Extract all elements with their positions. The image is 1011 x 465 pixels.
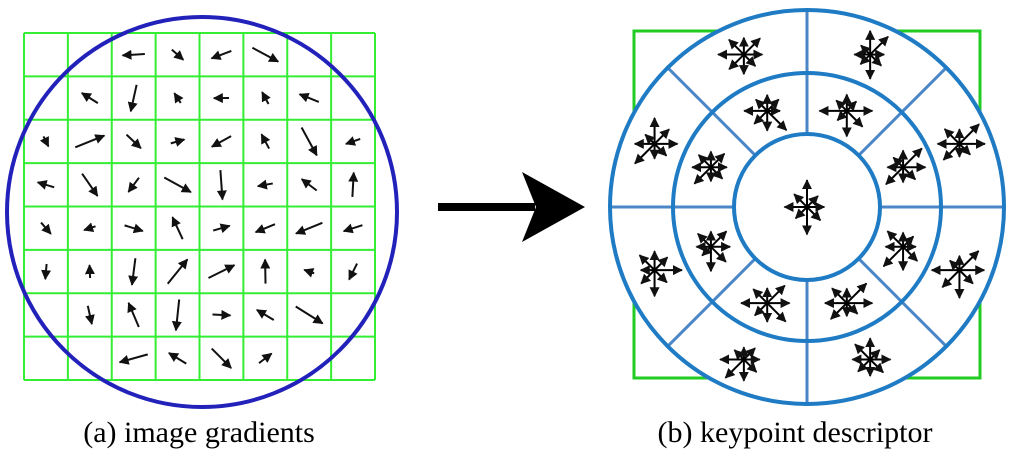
orientation-histograms <box>633 29 986 382</box>
gradient-arrow <box>260 133 271 150</box>
orientation-histogram <box>695 230 732 273</box>
keypoint-descriptor-panel <box>608 8 1006 406</box>
gradient-arrow <box>171 48 185 61</box>
gradient-arrow <box>80 92 99 104</box>
gradient-arrow <box>261 91 271 105</box>
orientation-histogram <box>717 36 764 76</box>
gradient-arrow <box>210 135 232 148</box>
gradient-arrow <box>166 258 189 285</box>
gradient-arrow <box>251 46 280 63</box>
inner-spoke <box>857 257 903 303</box>
gradient-arrow <box>254 223 276 234</box>
outer-spoke <box>666 300 714 348</box>
gradient-arrow <box>212 223 231 234</box>
caption-image-gradients: (a) image gradients <box>83 416 315 449</box>
inner-spoke <box>711 257 757 303</box>
outer-spoke <box>666 66 714 114</box>
gradient-arrow <box>170 137 186 147</box>
gradient-arrow <box>256 179 273 190</box>
caption-keypoint-descriptor: (b) keypoint descriptor <box>657 416 933 449</box>
orientation-histogram <box>740 284 791 323</box>
gradient-arrow <box>342 223 363 234</box>
gradient-arrow <box>118 353 149 365</box>
gradient-arrow <box>348 263 358 281</box>
gradient-arrow <box>295 305 324 325</box>
gradient-arrows <box>36 46 363 369</box>
gradient-arrow <box>83 222 96 233</box>
gradient-arrow <box>212 309 232 320</box>
gradient-arrow <box>295 221 323 235</box>
orientation-histogram <box>885 147 927 185</box>
image-gradients-panel <box>5 15 399 409</box>
orientation-histogram <box>882 230 918 272</box>
outer-spoke <box>900 300 948 348</box>
gradient-arrow <box>127 84 138 113</box>
gradient-arrow <box>41 263 52 281</box>
gradient-arrow <box>210 50 232 60</box>
gradient-arrow <box>84 264 95 279</box>
gradient-arrow <box>163 176 192 193</box>
gradient-arrow <box>127 301 140 328</box>
outer-ring <box>608 8 1006 406</box>
orientation-histogram <box>851 337 892 378</box>
gradient-arrow <box>127 177 140 193</box>
gradient-arrow <box>216 170 227 201</box>
gradient-arrow <box>255 309 275 321</box>
gradient-arrow <box>39 136 50 148</box>
gradient-arrow <box>211 347 232 369</box>
gradient-arrow <box>303 268 315 278</box>
gradient-arrow <box>128 258 139 286</box>
gradient-arrow <box>171 299 182 332</box>
gradient-arrow <box>300 127 318 157</box>
orientation-histogram <box>818 93 874 138</box>
gradient-arrow <box>81 173 99 197</box>
gradient-arrow <box>171 216 184 240</box>
gradient-arrow <box>74 134 106 149</box>
gradient-arrow <box>125 133 142 149</box>
pixel-grid <box>23 32 376 381</box>
gradient-arrow <box>298 92 320 103</box>
orientation-histogram <box>853 29 889 80</box>
orientation-histogram <box>638 250 683 298</box>
gradient-arrow <box>168 352 187 365</box>
gradient-arrow <box>208 264 236 279</box>
orientation-histogram <box>691 150 728 185</box>
gradient-arrow <box>258 352 273 364</box>
gradient-arrow <box>344 136 361 146</box>
outer-spoke <box>900 66 948 114</box>
inner-spoke <box>857 111 903 157</box>
orientation-histogram <box>783 179 826 236</box>
transform-arrow <box>438 172 585 242</box>
orientation-histogram <box>633 116 679 165</box>
orientation-histogram <box>743 93 788 132</box>
gradient-arrow <box>121 49 145 60</box>
gradient-arrow <box>173 92 184 104</box>
gradient-arrow <box>40 221 52 235</box>
orientation-histogram <box>930 250 986 300</box>
gradient-arrow <box>348 171 359 198</box>
orientation-histogram <box>936 123 986 161</box>
middle-ring <box>671 71 943 343</box>
orientation-histogram <box>719 346 761 382</box>
gradient-arrow <box>36 180 55 190</box>
inner-spoke <box>711 111 757 157</box>
gradient-arrow <box>124 223 144 234</box>
orientation-histogram <box>823 282 874 320</box>
gradient-arrow <box>300 178 318 192</box>
gradient-arrow <box>85 305 95 326</box>
gaussian-window-circle <box>5 15 399 409</box>
